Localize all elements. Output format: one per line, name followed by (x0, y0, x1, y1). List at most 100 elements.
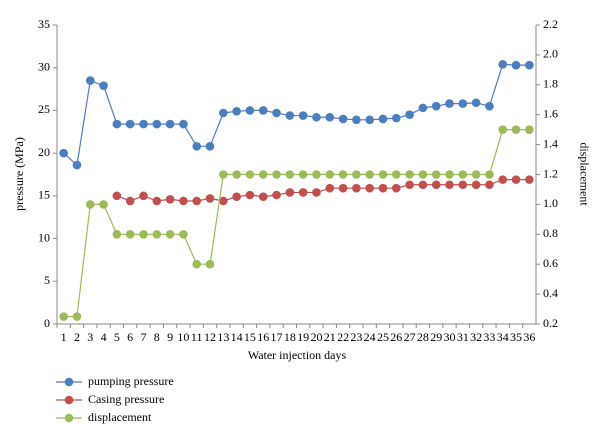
data-point (165, 194, 175, 204)
data-point (99, 200, 108, 209)
data-point (232, 170, 241, 179)
data-point (272, 170, 281, 179)
data-point (219, 196, 228, 206)
data-point (325, 112, 335, 122)
legend-label: displacement (88, 410, 152, 424)
x-tick-label: 7 (140, 330, 146, 344)
data-point (325, 170, 335, 179)
y-axis-title: pressure (MPa) (12, 137, 26, 211)
x-tick-label: 6 (127, 330, 133, 344)
x-tick-label: 24 (364, 330, 376, 344)
x-tick-label: 32 (470, 330, 482, 344)
data-point (498, 175, 508, 184)
data-point (179, 119, 188, 129)
data-point (152, 196, 162, 206)
data-point (338, 114, 348, 124)
y2-tick-label: 1.4 (543, 136, 558, 150)
y2-tick-label: 1.8 (543, 77, 558, 91)
data-point (219, 108, 228, 118)
data-point (525, 175, 534, 184)
data-point (165, 119, 175, 129)
data-point (418, 170, 428, 179)
y2-tick-label: 0.4 (543, 286, 558, 300)
data-point (338, 183, 348, 193)
x-tick-label: 27 (404, 330, 416, 344)
data-point (112, 230, 122, 239)
data-point (405, 110, 414, 119)
data-point (72, 312, 82, 321)
data-point (471, 180, 481, 190)
data-point (245, 170, 255, 179)
y2-tick-label: 0.6 (543, 256, 558, 270)
legend-label: pumping pressure (88, 374, 174, 388)
x-tick-label: 5 (114, 330, 120, 344)
x-tick-label: 20 (310, 330, 322, 344)
y2-tick-label: 1.2 (543, 166, 558, 180)
x-tick-label: 22 (337, 330, 349, 344)
x-tick-label: 21 (324, 330, 336, 344)
y2-tick-label: 2.0 (543, 47, 558, 61)
x-tick-label: 29 (430, 330, 442, 344)
data-point (258, 106, 268, 115)
data-point (205, 142, 215, 151)
data-point (365, 170, 374, 179)
data-point (112, 119, 122, 129)
y-tick-label: 35 (38, 17, 50, 31)
data-point (112, 191, 122, 201)
series-line (63, 63, 530, 167)
data-point (285, 188, 295, 197)
data-point (458, 180, 468, 190)
x-tick-label: 19 (297, 330, 309, 344)
data-point (471, 98, 481, 108)
x-tick-label: 33 (483, 330, 495, 344)
data-point (165, 230, 175, 239)
x-tick-label: 4 (101, 330, 107, 344)
x-tick-label: 35 (510, 330, 522, 344)
data-point (125, 230, 135, 239)
x-tick-label: 10 (177, 330, 189, 344)
data-point (378, 170, 388, 179)
x-tick-label: 14 (231, 330, 243, 344)
data-point (485, 180, 494, 190)
y-tick-label: 20 (38, 145, 50, 159)
data-point (285, 111, 295, 120)
y-tick-label: 10 (38, 230, 50, 244)
data-point (458, 170, 468, 179)
data-point (285, 170, 295, 179)
data-point (445, 180, 454, 190)
data-point (378, 183, 388, 193)
data-point (391, 113, 401, 123)
data-point (59, 312, 68, 321)
data-point (418, 103, 428, 113)
data-point (139, 191, 148, 201)
data-point (192, 196, 202, 206)
data-point (511, 60, 521, 70)
x-tick-label: 31 (457, 330, 469, 344)
data-point (511, 125, 521, 134)
data-point (431, 101, 441, 111)
data-point (139, 230, 148, 239)
x-tick-label: 17 (271, 330, 283, 344)
data-point (312, 170, 321, 179)
data-point (152, 230, 162, 239)
legend-marker (64, 377, 74, 387)
data-point (338, 170, 348, 179)
data-point (192, 142, 202, 151)
x-tick-label: 1 (61, 330, 67, 344)
x-tick-label: 12 (204, 330, 216, 344)
data-point (205, 259, 215, 269)
data-point (405, 180, 414, 190)
data-point (312, 112, 321, 122)
data-point (298, 170, 308, 179)
x-tick-label: 2 (74, 330, 80, 344)
y2-tick-label: 0.8 (543, 226, 558, 240)
data-point (245, 190, 255, 200)
data-point (272, 190, 281, 200)
data-point (431, 170, 441, 179)
data-point (179, 196, 188, 206)
y-tick-label: 0 (44, 316, 50, 330)
data-point (365, 115, 374, 125)
data-point (232, 106, 241, 116)
data-point (391, 183, 401, 193)
